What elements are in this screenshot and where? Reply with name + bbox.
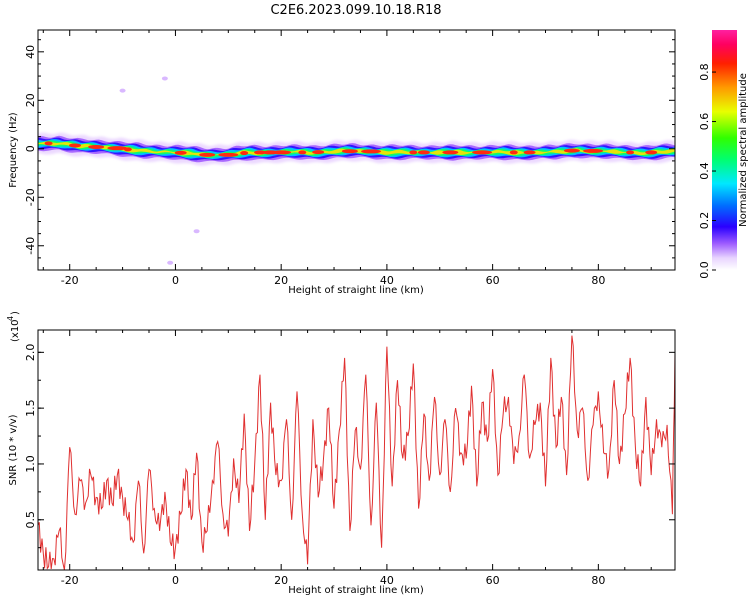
band-hotspot <box>218 152 239 157</box>
colorbar-gradient <box>712 30 737 270</box>
snr-y-ticks: 0.5 1.0 1.5 2.0 <box>24 344 675 549</box>
spectrogram-frame <box>37 29 676 271</box>
band-hotspot <box>174 150 187 155</box>
y-tick-label: 40 <box>24 45 37 59</box>
band-hotspot <box>361 149 382 154</box>
band-hotspot <box>69 143 82 148</box>
colorbar-tick-label: 0.6 <box>698 113 711 130</box>
band-hotspot <box>626 150 635 155</box>
band-hotspot <box>341 149 358 154</box>
band-hotspot <box>107 146 128 151</box>
x-tick-label: 20 <box>274 574 288 587</box>
spectral-speck <box>167 260 174 265</box>
snr-series <box>38 335 675 570</box>
x-tick-label: 40 <box>380 274 394 287</box>
y-tick-label: -20 <box>24 188 37 206</box>
colorbar-tick-label: 0.4 <box>698 162 711 180</box>
spectrogram-y-label: Frequency (Hz) <box>8 112 19 188</box>
colorbar-label: Normalized spectral amplitude <box>738 73 749 227</box>
snr-y-exponent-base: (x10 <box>10 319 21 342</box>
snr-y-exponent-close: ) <box>10 311 21 315</box>
band-hotspot <box>271 150 292 155</box>
snr-panel: -20 0 20 40 60 80 0.5 1.0 1.5 2.0 Height of stra… <box>6 311 676 596</box>
snr-line <box>38 335 675 570</box>
spectrogram-band <box>38 76 675 265</box>
spectrogram-x-label: Height of straight line (km) <box>288 285 424 296</box>
colorbar-tick-label: 0.2 <box>698 212 711 230</box>
y-tick-label: 0 <box>24 145 37 152</box>
x-tick-label: 80 <box>591 274 605 287</box>
band-hotspot <box>199 152 216 157</box>
band-hotspot <box>645 150 658 155</box>
band-hotspot <box>472 150 493 155</box>
band-hotspot <box>240 151 249 156</box>
x-tick-label: -20 <box>61 574 79 587</box>
spectrogram-y-ticks: -40 -20 0 20 40 <box>24 39 675 259</box>
snr-frame <box>37 329 676 571</box>
y-tick-label: 1.5 <box>24 399 37 417</box>
snr-x-label: Height of straight line (km) <box>288 585 424 596</box>
band-hotspot <box>312 150 325 155</box>
x-tick-label: 0 <box>172 274 179 287</box>
colorbar-ticks: 0.0 0.2 0.4 0.6 0.8 <box>698 63 716 279</box>
x-tick-label: 20 <box>274 274 288 287</box>
y-tick-label: 0.5 <box>24 511 37 529</box>
band-hotspot <box>409 150 418 155</box>
snr-x-ticks: -20 0 20 40 60 80 <box>42 330 652 587</box>
band-hotspot <box>417 150 430 155</box>
band-hotspot <box>88 144 105 149</box>
band-hotspot <box>123 147 132 152</box>
chart-title: C2E6.2023.099.10.18.R18 <box>270 3 441 18</box>
x-tick-label: -20 <box>61 274 79 287</box>
spectral-speck <box>119 88 126 93</box>
band-hotspot <box>583 148 604 153</box>
band-hotspot <box>44 141 53 146</box>
y-tick-label: 1.0 <box>24 455 37 473</box>
y-tick-label: 2.0 <box>24 344 37 362</box>
snr-y-label: SNR (10 * v/v) <box>8 414 19 485</box>
x-tick-label: 60 <box>486 574 500 587</box>
colorbar-tick-label: 0.0 <box>698 261 711 279</box>
colorbar-tick-label: 0.8 <box>698 63 711 81</box>
band-hotspot <box>298 150 307 155</box>
x-tick-label: 80 <box>591 574 605 587</box>
snr-y-exponent: (x10 4 ) <box>6 311 21 342</box>
band-hotspot <box>563 148 580 153</box>
x-tick-label: 40 <box>380 574 394 587</box>
y-tick-label: -40 <box>24 237 37 255</box>
snr-y-exponent-power: 4 <box>6 316 15 321</box>
band-hotspot <box>254 150 267 155</box>
spectral-speck <box>161 76 168 81</box>
band-hotspot <box>509 150 518 155</box>
x-tick-label: 60 <box>486 274 500 287</box>
y-tick-label: 20 <box>24 93 37 107</box>
x-tick-label: 0 <box>172 574 179 587</box>
spectrogram-panel: -20 0 20 40 60 80 -40 -20 0 20 40 Height of strai… <box>8 29 676 296</box>
band-hotspot <box>442 150 459 155</box>
colorbar: 0.0 0.2 0.4 0.6 0.8 Normalized spectral ampl… <box>698 30 749 279</box>
spectral-speck <box>193 229 200 234</box>
spectrogram-x-ticks: -20 0 20 40 60 80 <box>42 30 652 287</box>
band-hotspot <box>523 150 536 155</box>
